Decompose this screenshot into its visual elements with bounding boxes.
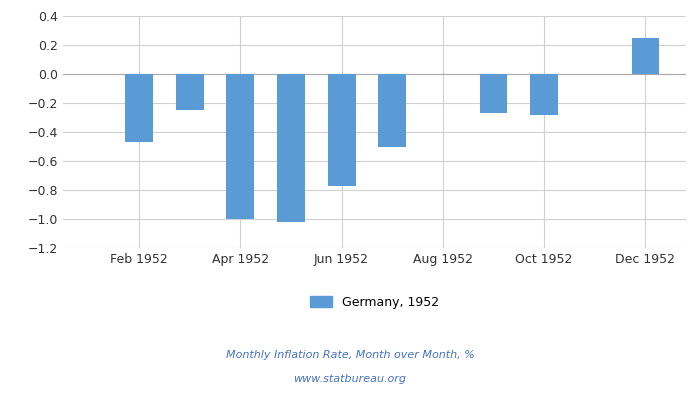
Bar xyxy=(328,74,356,186)
Bar xyxy=(531,74,558,115)
Bar xyxy=(378,74,406,146)
Bar xyxy=(226,74,254,219)
Legend: Germany, 1952: Germany, 1952 xyxy=(309,296,440,309)
Bar xyxy=(125,74,153,142)
Bar xyxy=(277,74,305,222)
Bar xyxy=(176,74,204,110)
Bar xyxy=(631,38,659,74)
Text: www.statbureau.org: www.statbureau.org xyxy=(293,374,407,384)
Text: Monthly Inflation Rate, Month over Month, %: Monthly Inflation Rate, Month over Month… xyxy=(225,350,475,360)
Bar xyxy=(480,74,508,113)
